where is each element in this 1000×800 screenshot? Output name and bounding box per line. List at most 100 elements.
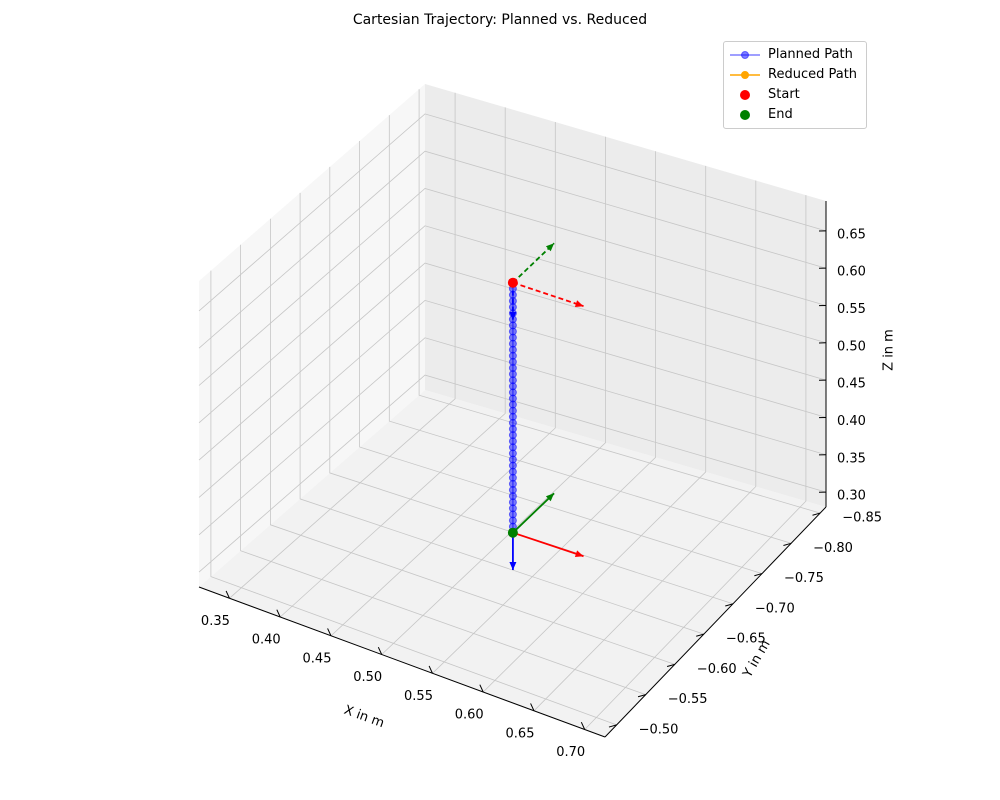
tick-marks <box>225 230 827 730</box>
grid-line-y-3 <box>329 166 734 605</box>
legend-item-end: End <box>724 105 866 125</box>
legend-swatch-start <box>740 90 750 100</box>
grid-line-y-5 <box>269 218 675 665</box>
grid-line-x-0 <box>229 92 456 599</box>
legend-label-end: End <box>768 107 793 122</box>
y-tick-label-0: −0.85 <box>842 511 882 526</box>
y-tick-label-4: −0.65 <box>726 632 766 647</box>
frame-end-z-arrow <box>509 532 517 571</box>
x-tick-label-2: 0.45 <box>303 651 332 666</box>
x-tick-0 <box>225 590 230 599</box>
grid-line-y-4 <box>299 192 705 635</box>
x-axis-title: X in m <box>342 703 386 731</box>
grid-line-x-7 <box>584 195 807 730</box>
legend: Planned Path Reduced Path Start End <box>723 41 867 129</box>
back-pane <box>425 84 826 507</box>
axis-lines <box>198 201 827 738</box>
grid-line-z-5 <box>198 188 827 386</box>
x-tick-5 <box>479 684 484 693</box>
grid-line-z-1 <box>198 337 827 536</box>
start-marker <box>507 277 518 288</box>
chart-title: Cartesian Trajectory: Planned vs. Reduce… <box>352 12 648 28</box>
legend-swatch-planned-path <box>730 51 760 59</box>
grid-line-z-6 <box>198 150 827 349</box>
legend-label-reduced-path: Reduced Path <box>768 67 858 82</box>
grid-line-x-1 <box>279 107 506 618</box>
z-tick-label-7: 0.65 <box>837 227 866 242</box>
frame-end-z-arrow-head <box>509 562 517 570</box>
y-tick-label-7: −0.50 <box>639 722 679 737</box>
x-tick-1 <box>276 609 281 618</box>
grid-line-x-5 <box>482 165 707 693</box>
z-tick-label-4: 0.50 <box>837 339 866 354</box>
z-tick-label-0: 0.30 <box>837 489 866 504</box>
grid-line-z-4 <box>198 225 827 424</box>
frame-end-x-arrow <box>512 531 584 558</box>
legend-label-start: Start <box>768 87 800 102</box>
series-layer <box>507 242 584 571</box>
z-tick-label-5: 0.55 <box>837 302 866 317</box>
z-tick-label-3: 0.45 <box>837 377 866 392</box>
grid-line-z-3 <box>198 262 827 461</box>
y-tick-2 <box>754 573 763 577</box>
x-tick-label-7: 0.70 <box>556 745 585 760</box>
legend-item-planned-path: Planned Path <box>724 45 866 65</box>
frame-end-y-arrow-head <box>545 493 555 502</box>
x-tick-4 <box>428 665 433 674</box>
grid-line-y-1 <box>388 115 792 544</box>
y-tick-4 <box>696 633 705 637</box>
frame-start-z-arrow-head <box>509 312 517 320</box>
y-tick-7 <box>608 724 617 728</box>
grid-lines <box>198 89 827 730</box>
x-axis-line <box>198 586 606 738</box>
x-tick-label-3: 0.50 <box>353 670 382 685</box>
grid-line-x-6 <box>533 180 757 712</box>
x-tick-label-5: 0.60 <box>455 708 484 723</box>
legend-swatch-reduced-path <box>730 71 760 79</box>
frame-start-y-arrow-head <box>545 243 555 252</box>
y-axis-line <box>604 506 827 738</box>
frame-end-x-arrow-shaft <box>512 531 584 558</box>
y-tick-6 <box>637 694 646 698</box>
legend-item-reduced-path: Reduced Path <box>724 65 866 85</box>
x-tick-label-0: 0.35 <box>201 614 230 629</box>
grid-line-y-0 <box>418 89 821 514</box>
y-tick-label-1: −0.80 <box>813 541 853 556</box>
grid-line-z-7 <box>198 113 827 312</box>
z-tick-label-6: 0.60 <box>837 265 866 280</box>
grid-line-x-2 <box>330 122 556 637</box>
y-tick-3 <box>725 603 734 607</box>
tick-labels: 0.35 0.40 0.45 0.50 0.55 0.60 0.65 0.70 −0.85 −0.… <box>201 227 882 760</box>
frame-start-x-arrow-shaft <box>512 281 584 308</box>
z-tick-label-1: 0.35 <box>837 451 866 466</box>
z-tick-label-2: 0.40 <box>837 414 866 429</box>
x-tick-label-4: 0.55 <box>404 689 433 704</box>
y-tick-0 <box>812 512 821 516</box>
frame-start-x-arrow <box>512 281 584 308</box>
frame-start-y-arrow <box>512 242 555 284</box>
end-marker <box>507 527 518 538</box>
grid-line-y-7 <box>210 270 617 726</box>
frame-end-y-arrow <box>512 492 555 534</box>
grid-line-y-6 <box>240 244 646 695</box>
frame-start-x-arrow-head <box>574 300 584 307</box>
y-tick-5 <box>666 663 675 668</box>
grid-line-y-2 <box>359 141 763 574</box>
frame-end-x-arrow-head <box>574 550 584 557</box>
frame-end-y-arrow-shaft <box>512 492 555 534</box>
y-tick-label-5: −0.60 <box>697 662 737 677</box>
y-tick-label-6: −0.55 <box>668 692 708 707</box>
x-tick-7 <box>580 722 586 730</box>
legend-swatch-end <box>740 110 750 120</box>
left-pane <box>199 84 425 587</box>
x-tick-label-6: 0.65 <box>506 726 535 741</box>
x-tick-6 <box>530 703 535 711</box>
y-tick-label-2: −0.75 <box>784 571 824 586</box>
legend-item-start: Start <box>724 85 866 105</box>
grid-line-x-4 <box>432 151 656 674</box>
y-tick-label-3: −0.70 <box>755 601 795 616</box>
grid-line-z-2 <box>198 299 827 498</box>
grid-line-x-3 <box>381 136 606 655</box>
z-axis-title: Z in m <box>882 329 897 371</box>
